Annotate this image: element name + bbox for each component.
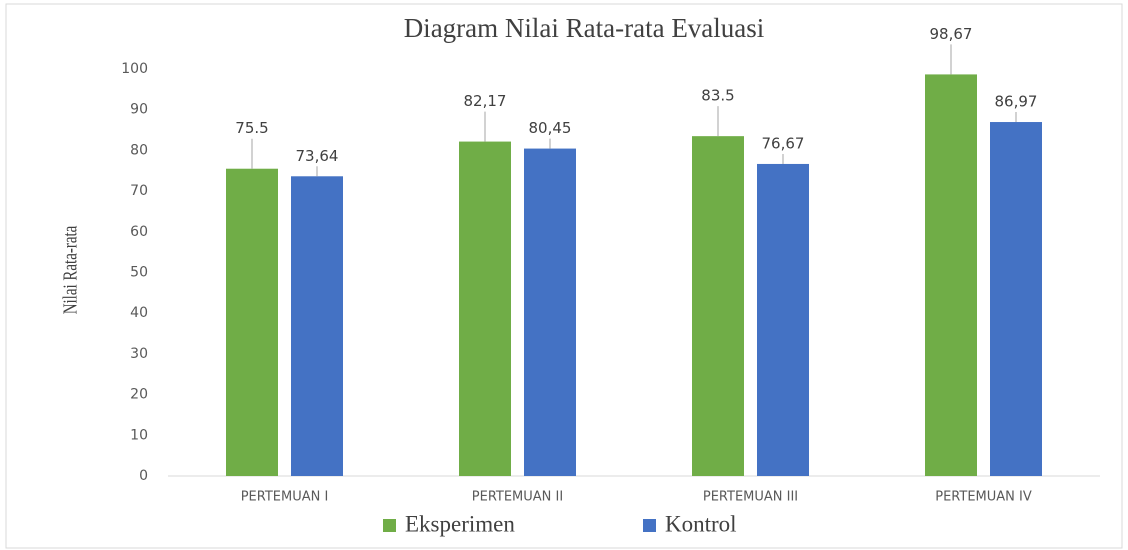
data-label: 83.5	[701, 87, 734, 105]
y-tick-label: 0	[139, 468, 148, 484]
x-tick-label: PERTEMUAN IV	[935, 490, 1032, 505]
y-tick-label: 80	[130, 142, 148, 158]
data-label: 80,45	[529, 119, 572, 137]
legend-swatch	[643, 519, 656, 532]
bar	[692, 136, 744, 476]
y-tick-label: 10	[130, 427, 148, 443]
bar	[291, 176, 343, 476]
bar	[925, 74, 977, 477]
y-tick-label: 50	[130, 265, 148, 281]
y-tick-label: 60	[130, 224, 148, 240]
bar	[459, 141, 511, 476]
y-tick-label: 20	[130, 387, 148, 403]
data-label: 98,67	[930, 25, 973, 43]
chart-title: Diagram Nilai Rata-rata Evaluasi	[404, 13, 765, 43]
bar	[757, 163, 809, 476]
y-axis-label: Nilai Rata-rata	[58, 226, 81, 315]
legend-label: Eksperimen	[405, 511, 515, 536]
legend-label: Kontrol	[665, 511, 737, 536]
data-label: 76,67	[762, 134, 805, 152]
y-tick-label: 30	[130, 346, 148, 362]
legend-swatch	[383, 519, 396, 532]
y-tick-label: 40	[130, 305, 148, 321]
x-tick-label: PERTEMUAN III	[703, 490, 798, 505]
y-tick-label: 90	[130, 102, 148, 118]
x-tick-label: PERTEMUAN I	[241, 490, 329, 505]
data-label: 82,17	[464, 92, 507, 110]
data-label: 73,64	[296, 147, 339, 165]
bar	[990, 122, 1042, 476]
y-tick-label: 70	[130, 183, 148, 199]
bar	[524, 148, 576, 477]
data-label: 75.5	[235, 119, 268, 137]
data-label: 86,97	[995, 93, 1038, 111]
bar	[226, 168, 278, 476]
x-tick-label: PERTEMUAN II	[472, 490, 563, 505]
y-tick-label: 100	[121, 61, 148, 77]
